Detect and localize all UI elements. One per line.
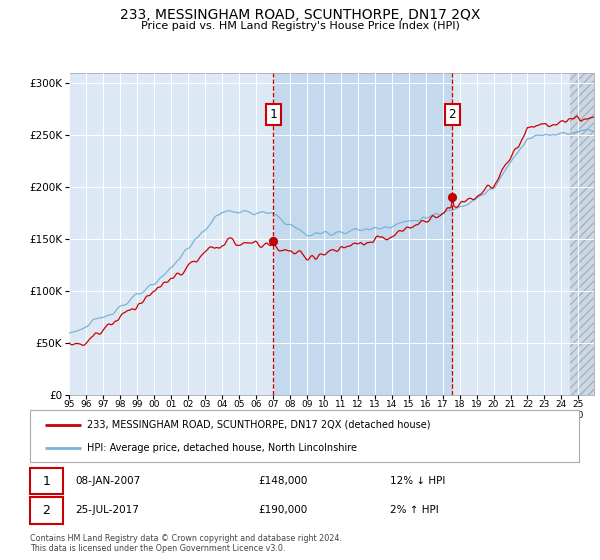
Text: 233, MESSINGHAM ROAD, SCUNTHORPE, DN17 2QX: 233, MESSINGHAM ROAD, SCUNTHORPE, DN17 2… bbox=[120, 8, 480, 22]
Text: Price paid vs. HM Land Registry's House Price Index (HPI): Price paid vs. HM Land Registry's House … bbox=[140, 21, 460, 31]
Text: 1: 1 bbox=[270, 108, 277, 121]
Text: HPI: Average price, detached house, North Lincolnshire: HPI: Average price, detached house, Nort… bbox=[87, 442, 357, 452]
Text: 12% ↓ HPI: 12% ↓ HPI bbox=[390, 476, 445, 486]
Text: 25-JUL-2017: 25-JUL-2017 bbox=[75, 505, 139, 515]
Text: 2: 2 bbox=[448, 108, 456, 121]
Text: 1: 1 bbox=[43, 474, 50, 488]
Text: 2% ↑ HPI: 2% ↑ HPI bbox=[390, 505, 439, 515]
Text: £148,000: £148,000 bbox=[258, 476, 307, 486]
Bar bbox=[274, 73, 452, 395]
Text: 2: 2 bbox=[43, 503, 50, 517]
Text: £190,000: £190,000 bbox=[258, 505, 307, 515]
Text: Contains HM Land Registry data © Crown copyright and database right 2024.
This d: Contains HM Land Registry data © Crown c… bbox=[30, 534, 342, 553]
Text: 233, MESSINGHAM ROAD, SCUNTHORPE, DN17 2QX (detached house): 233, MESSINGHAM ROAD, SCUNTHORPE, DN17 2… bbox=[87, 420, 431, 430]
Text: 08-JAN-2007: 08-JAN-2007 bbox=[75, 476, 140, 486]
